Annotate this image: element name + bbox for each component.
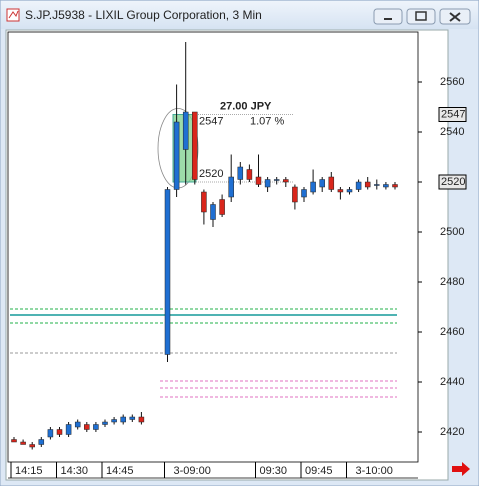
candle-body xyxy=(38,439,45,445)
candle-body xyxy=(337,189,344,193)
candle-body xyxy=(84,424,90,430)
minimize-button[interactable] xyxy=(373,8,403,25)
close-button[interactable] xyxy=(439,8,471,25)
maximize-button[interactable] xyxy=(406,8,436,25)
x-tick-label: 09:30 xyxy=(260,465,288,477)
candle-body xyxy=(74,421,81,428)
price-marker-label: 2520 xyxy=(441,176,465,188)
measure-percent: 1.07 % xyxy=(250,115,284,127)
price-marker-box xyxy=(438,174,467,190)
candle-body xyxy=(246,169,253,180)
price-marker-label: 2547 xyxy=(441,108,465,120)
candle-body xyxy=(164,189,171,355)
candle-body xyxy=(273,179,280,181)
measure-low: 2520 xyxy=(199,168,223,180)
candle-body xyxy=(56,429,63,435)
candle-body xyxy=(111,419,117,423)
x-tick-label: 14:15 xyxy=(15,465,43,477)
candle-body xyxy=(138,416,145,423)
x-tick-label: 3-09:00 xyxy=(174,465,211,477)
candle-body xyxy=(120,416,126,423)
y-tick-label: 2420 xyxy=(440,426,464,438)
candle-body xyxy=(29,444,35,448)
candle-body xyxy=(255,176,262,185)
candle-body xyxy=(283,179,289,183)
candle-body xyxy=(328,176,335,190)
measure-high: 2547 xyxy=(199,115,223,127)
candle-body xyxy=(201,191,207,213)
candle-body xyxy=(383,184,389,188)
candle-body xyxy=(219,199,225,215)
candle-body xyxy=(102,421,108,425)
candle-body xyxy=(264,179,271,188)
candle-body xyxy=(47,429,54,438)
y-tick-label: 2440 xyxy=(440,376,464,388)
x-tick-label: 09:45 xyxy=(305,465,333,477)
app-icon xyxy=(6,8,20,22)
y-tick-label: 2540 xyxy=(440,126,464,138)
y-tick-label: 2560 xyxy=(440,76,464,88)
candle-body xyxy=(346,189,353,193)
candle-body xyxy=(182,111,189,150)
x-tick-label: 3-10:00 xyxy=(356,465,393,477)
price-marker-box xyxy=(438,107,467,122)
candle-body xyxy=(319,179,325,188)
candle-body xyxy=(93,424,99,430)
scroll-arrow[interactable] xyxy=(452,462,470,476)
plot-area xyxy=(7,31,419,463)
candle-body xyxy=(129,416,136,420)
candle-body xyxy=(65,424,72,435)
candle-body xyxy=(355,181,362,190)
y-tick-label: 2460 xyxy=(440,326,464,338)
window-title: S.JP.J5938 - LIXIL Group Corporation, 3 … xyxy=(25,8,262,22)
candle-body xyxy=(310,181,316,193)
y-tick-label: 2500 xyxy=(440,226,464,238)
candle-body xyxy=(301,189,307,198)
candle-body xyxy=(173,121,180,190)
candle-body xyxy=(192,111,198,180)
candle-body xyxy=(11,439,17,443)
candle-body xyxy=(364,181,371,188)
candle-body xyxy=(237,166,244,180)
y-tick-label: 2480 xyxy=(440,276,464,288)
candle-body xyxy=(374,184,380,186)
candle-body xyxy=(392,184,398,188)
candle-body xyxy=(292,186,298,203)
measure-change: 27.00 JPY xyxy=(220,100,272,112)
x-tick-label: 14:45 xyxy=(106,465,134,477)
candle-body xyxy=(228,176,234,198)
candle-body xyxy=(210,204,216,220)
candle-body xyxy=(20,441,26,445)
x-tick-label: 14:30 xyxy=(61,465,89,477)
